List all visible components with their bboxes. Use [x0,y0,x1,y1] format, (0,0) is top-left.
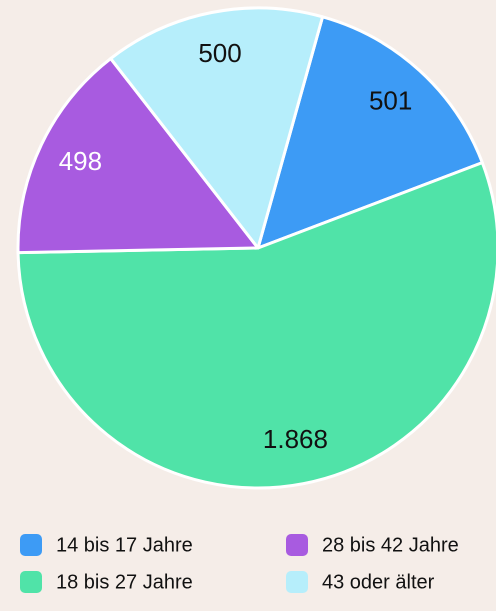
pie: 501 1.868 498 500 [16,6,496,490]
pie-slice [16,57,260,255]
legend-label: 18 bis 27 Jahre [56,571,193,593]
legend: 14 bis 17 Jahre 18 bis 27 Jahre 28 bis 42 … [20,534,459,593]
pie-slice [109,6,325,250]
legend-swatch [286,534,308,556]
data-label: 501 [369,86,412,116]
legend-label: 28 bis 42 Jahre [322,534,459,556]
legend-swatch [20,571,42,593]
pie-slice [16,161,496,490]
data-label: 500 [198,38,241,68]
pie-slice [256,15,484,250]
legend-swatch [286,571,308,593]
legend-swatch [20,534,42,556]
legend-label: 43 oder älter [322,571,435,593]
data-label: 498 [59,146,102,176]
data-label: 1.868 [263,424,328,454]
legend-label: 14 bis 17 Jahre [56,534,193,556]
